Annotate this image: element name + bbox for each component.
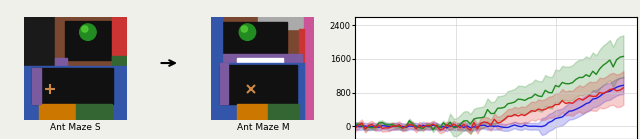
Bar [220, 65, 297, 104]
Circle shape [79, 24, 96, 40]
Bar [258, 17, 314, 29]
Bar [32, 68, 113, 104]
Bar [111, 17, 127, 68]
Bar [111, 56, 127, 68]
Bar [220, 63, 228, 104]
Bar [76, 104, 111, 120]
Bar [32, 68, 40, 104]
Bar [299, 29, 304, 120]
Bar [211, 63, 304, 120]
Bar [237, 58, 284, 66]
Text: Ant Maze M: Ant Maze M [237, 123, 289, 132]
Bar [65, 21, 111, 60]
Bar [55, 17, 127, 68]
Bar [220, 22, 287, 56]
Bar [211, 17, 221, 120]
Bar [304, 17, 314, 120]
Circle shape [239, 24, 255, 40]
Circle shape [241, 26, 248, 32]
Bar [211, 17, 314, 63]
Bar [40, 104, 76, 120]
Bar [237, 104, 268, 120]
Circle shape [82, 26, 88, 32]
Bar [24, 66, 127, 120]
Bar [220, 54, 302, 66]
Bar [268, 104, 299, 120]
Bar [55, 58, 67, 76]
Text: Ant Maze S: Ant Maze S [50, 123, 101, 132]
